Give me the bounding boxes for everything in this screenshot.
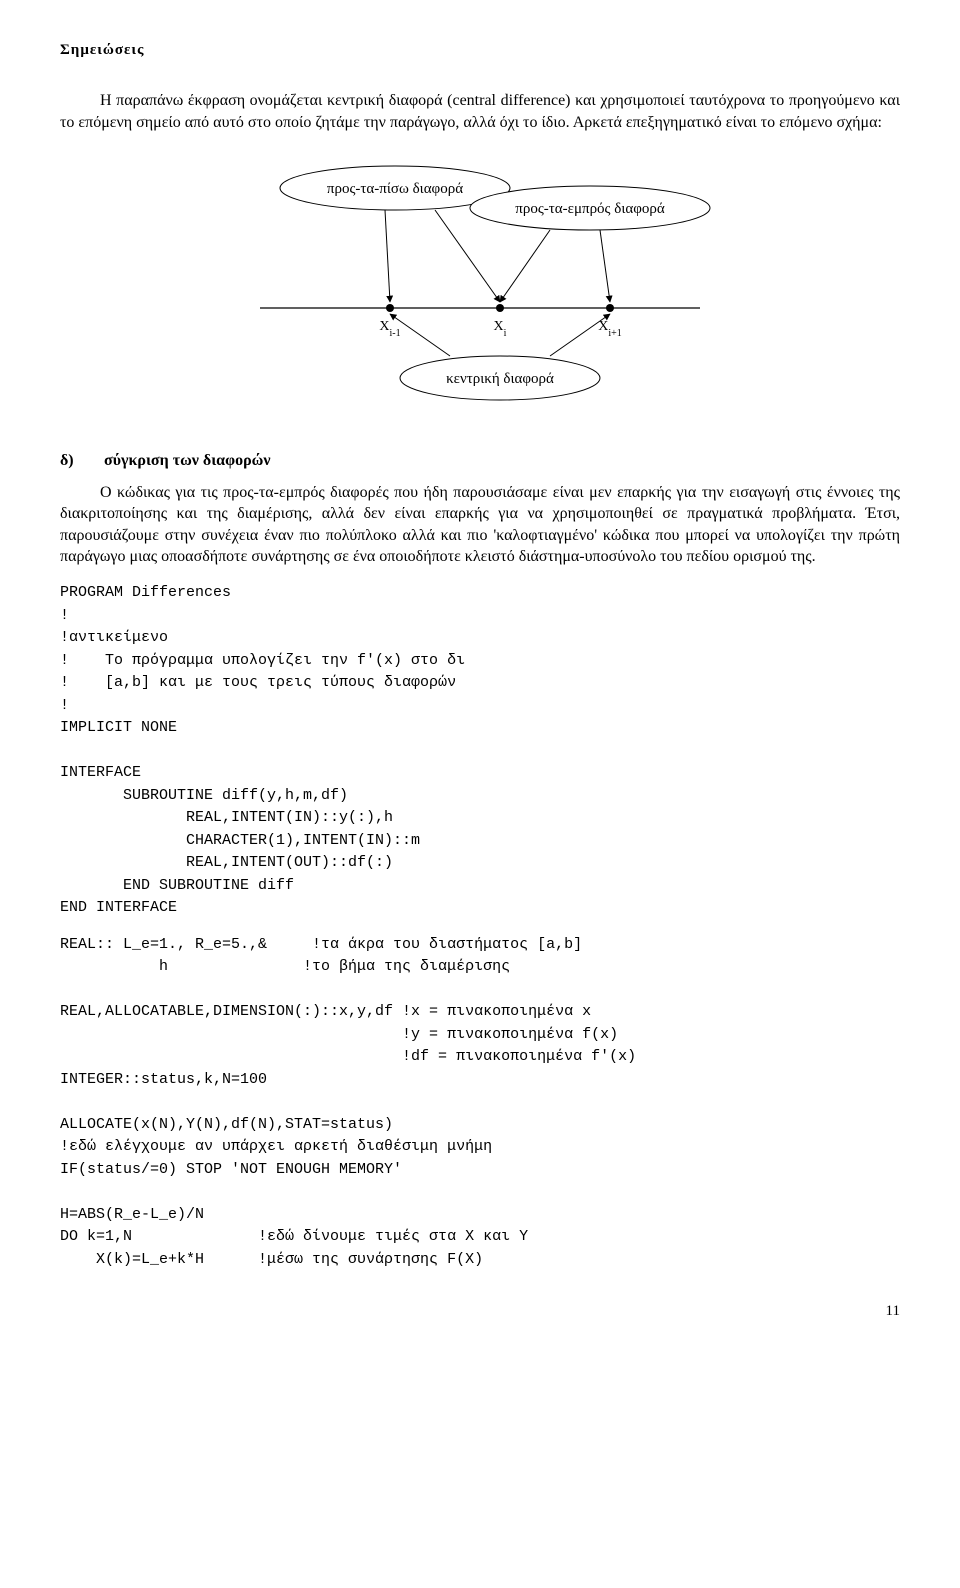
- svg-text:Xi-1: Xi-1: [379, 319, 400, 339]
- paragraph-2: Ο κώδικας για τις προς-τα-εμπρός διαφορέ…: [60, 482, 900, 568]
- section-title: σύγκριση των διαφορών: [104, 452, 271, 469]
- section-heading: δ) σύγκριση των διαφορών: [60, 450, 900, 472]
- section-letter: δ): [60, 450, 100, 472]
- code-block-1: PROGRAM Differences ! !αντικείμενο ! Το …: [60, 582, 900, 920]
- svg-text:Xi+1: Xi+1: [598, 319, 622, 339]
- svg-text:προς-τα-πίσω διαφορά: προς-τα-πίσω διαφορά: [327, 181, 463, 197]
- svg-text:κεντρική διαφορά: κεντρική διαφορά: [446, 371, 554, 387]
- diagram-svg: προς-τα-πίσω διαφορά προς-τα-εμπρός διαφο…: [220, 153, 740, 413]
- svg-text:Xi: Xi: [494, 319, 507, 339]
- running-header: Σημειώσεις: [60, 40, 900, 60]
- page-number: 11: [60, 1301, 900, 1321]
- code-block-2: REAL:: L_e=1., R_e=5.,& !τα άκρα του δια…: [60, 934, 900, 1272]
- difference-diagram: προς-τα-πίσω διαφορά προς-τα-εμπρός διαφο…: [220, 153, 740, 420]
- paragraph-1: Η παραπάνω έκφραση ονομάζεται κεντρική δ…: [60, 90, 900, 133]
- svg-text:προς-τα-εμπρός διαφορά: προς-τα-εμπρός διαφορά: [515, 201, 665, 217]
